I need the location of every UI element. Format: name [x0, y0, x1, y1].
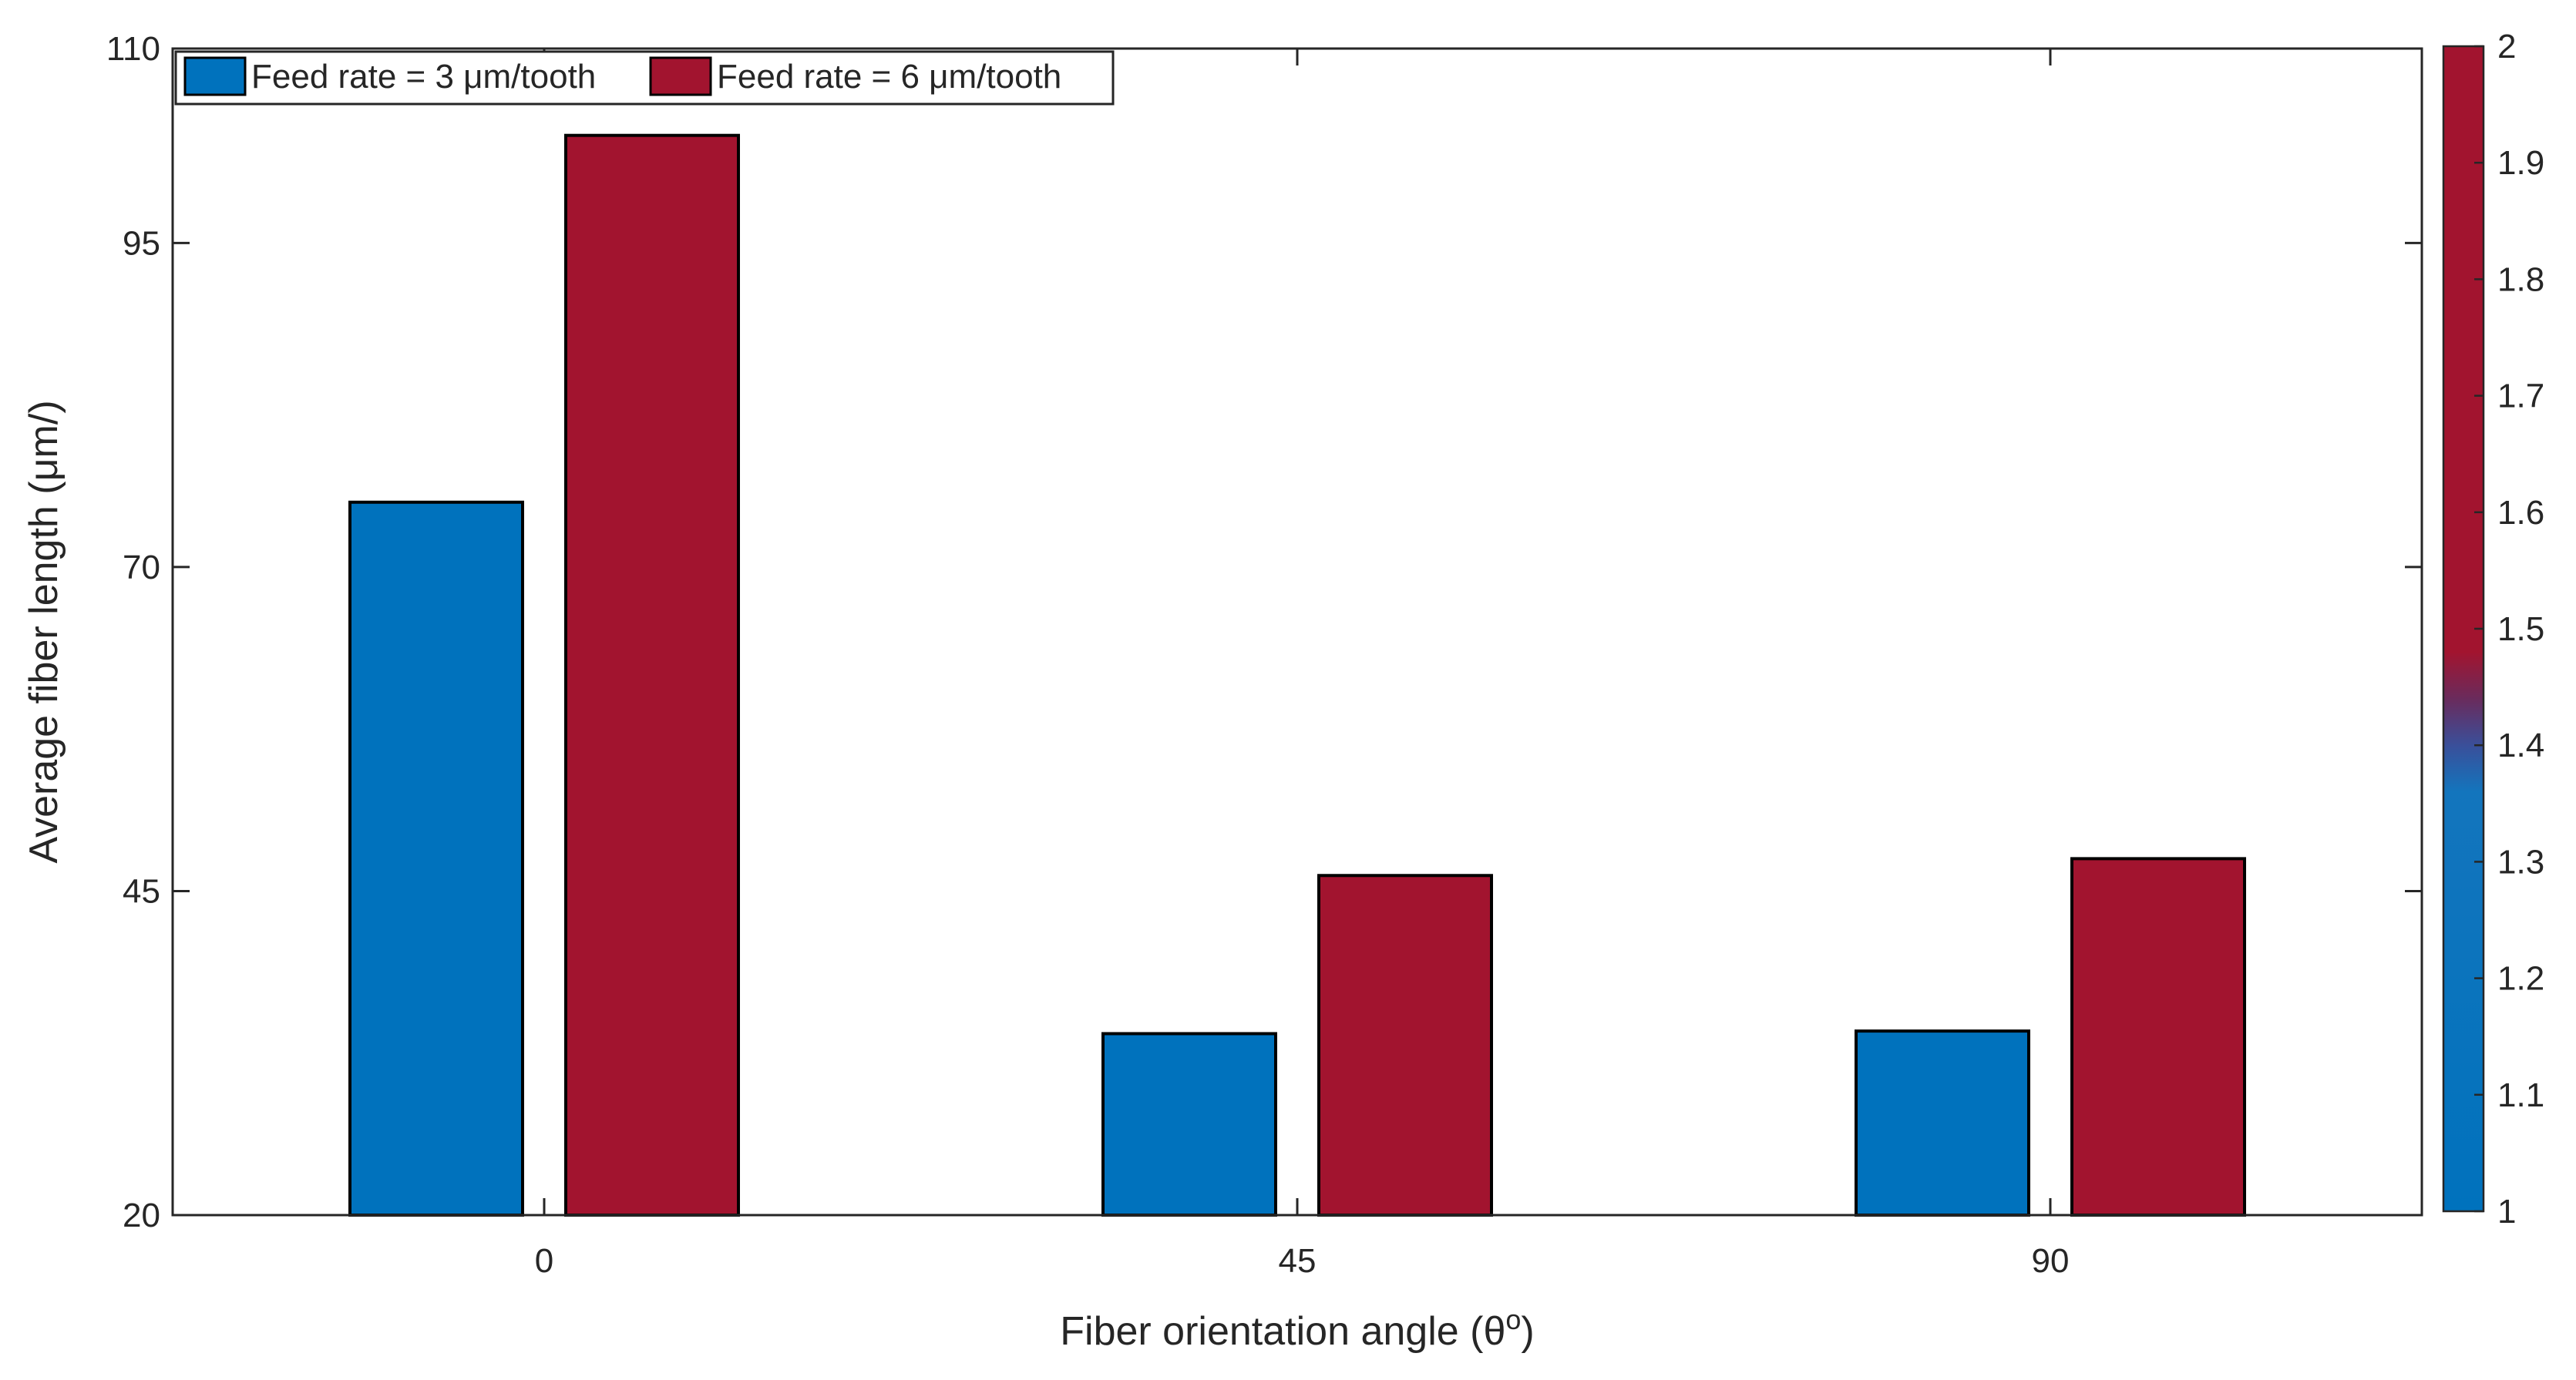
bar-s0-90: [1855, 1029, 2030, 1217]
bar-s0-45: [1101, 1032, 1277, 1217]
colorbar-tick-label: 1.5: [2497, 610, 2544, 648]
bar-s1-90: [2070, 857, 2246, 1217]
y-tick-label: 110: [106, 30, 160, 68]
legend-swatch-0: [183, 56, 247, 96]
legend-swatch-1: [649, 56, 712, 96]
colorbar-tick-label: 1.1: [2497, 1076, 2544, 1114]
colorbar-tick-label: 1.3: [2497, 843, 2544, 881]
y-tick-label: 20: [123, 1197, 160, 1234]
bar-s0-0: [348, 500, 524, 1217]
colorbar-tick-label: 1.7: [2497, 378, 2544, 415]
colorbar-tick-label: 1.4: [2497, 727, 2544, 764]
colorbar-tick-label: 1.2: [2497, 960, 2544, 998]
colorbar-tick-label: 1.8: [2497, 260, 2544, 298]
legend-box: [174, 50, 1115, 106]
y-axis-label: Average fiber length (μm/): [22, 400, 66, 863]
plot-area: [173, 49, 2422, 1215]
colorbar-tick-label: 2: [2497, 28, 2516, 65]
legend-label-1: Feed rate = 6 μm/tooth: [717, 58, 1061, 96]
x-tick-label: 45: [1279, 1242, 1317, 1280]
y-tick-label: 95: [123, 224, 160, 262]
colorbar-tick-label: 1.9: [2497, 144, 2544, 182]
colorbar-tick-label: 1.6: [2497, 494, 2544, 532]
bar-s1-45: [1317, 874, 1493, 1217]
y-tick-label: 45: [123, 872, 160, 910]
colorbar-tick-label: 1: [2497, 1193, 2516, 1231]
y-tick-label: 70: [123, 549, 160, 586]
legend: Feed rate = 3 μm/tooth Feed rate = 6 μm/t…: [174, 50, 1115, 106]
bar-s1-0: [564, 133, 740, 1217]
colorbar: 1 1.1 1.2 1.3 1.4 1.5 1.6 1.7 1.8 1.9 2: [2442, 28, 2544, 1231]
x-tick-label: 0: [535, 1242, 553, 1280]
axes-box: [171, 47, 2423, 1217]
x-axis-label: Fiber orientation angle (θo): [1060, 1304, 1534, 1354]
legend-label-0: Feed rate = 3 μm/tooth: [251, 58, 596, 96]
x-tick-label: 90: [2032, 1242, 2070, 1280]
